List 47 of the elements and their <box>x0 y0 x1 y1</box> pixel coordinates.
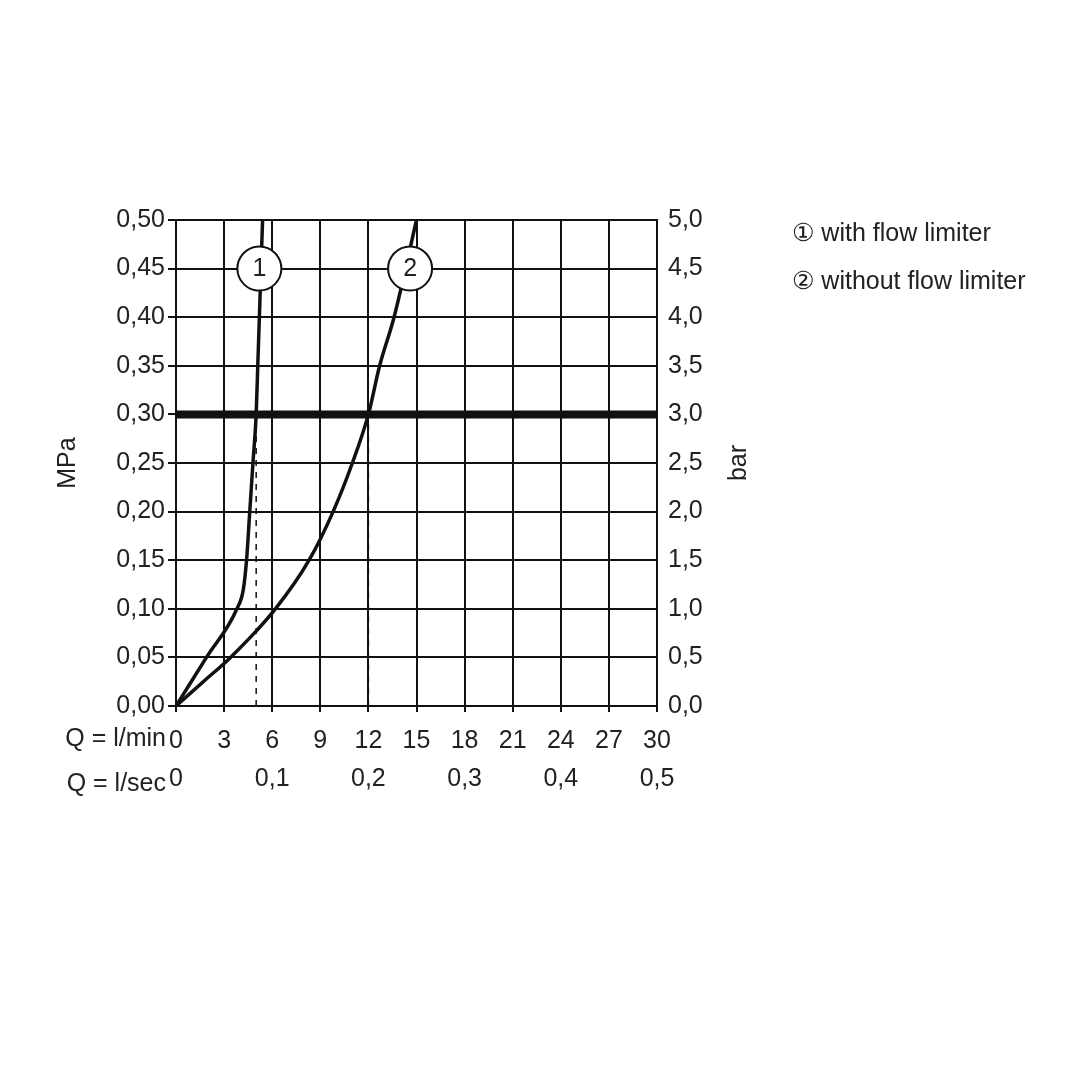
y2-tick-label: 1,0 <box>668 592 703 621</box>
text: ① with flow limiter <box>792 217 991 246</box>
x-tick-label: 15 <box>402 724 431 753</box>
x2-tick-label: 0,2 <box>351 762 386 791</box>
y2-axis-title: bar <box>722 444 751 482</box>
x2-tick-label: 0 <box>169 762 183 791</box>
y2-tick-label: 5,0 <box>668 203 703 232</box>
x-tick-label: 24 <box>546 724 575 753</box>
y-tick-label: 0,10 <box>116 592 165 621</box>
y2-tick-label: 0,5 <box>668 641 703 670</box>
x2-tick-label: 0,3 <box>447 762 482 791</box>
x-tick-label: 6 <box>265 724 280 753</box>
y-tick-label: 0,40 <box>116 301 165 330</box>
y2-tick-label: 3,5 <box>668 349 703 378</box>
x-tick-label: 27 <box>594 724 623 753</box>
y-tick-label: 0,15 <box>116 544 165 573</box>
text: ② without flow limiter <box>792 265 1026 294</box>
y2-tick-label: 1,5 <box>668 544 703 573</box>
x2-tick-label: 0,4 <box>543 762 579 791</box>
y-tick-label: 0,00 <box>116 689 165 718</box>
y2-tick-label: 4,5 <box>668 252 703 281</box>
x-tick-label: 3 <box>217 724 232 753</box>
x-tick-label: 9 <box>313 724 328 753</box>
x2-tick-label: 0,5 <box>639 762 675 791</box>
y-tick-label: 0,30 <box>116 398 165 427</box>
x-tick-label: 12 <box>354 724 383 753</box>
x-tick-label: 18 <box>450 724 479 753</box>
y-tick-label: 0,25 <box>116 446 165 475</box>
x2-axis-title: Q = l/sec <box>66 767 166 796</box>
x-tick-label: 30 <box>643 724 671 753</box>
y2-tick-label: 2,5 <box>668 446 703 475</box>
x-tick-label: 0 <box>169 724 183 753</box>
y-tick-label: 0,35 <box>116 349 165 378</box>
x-tick-label: 21 <box>498 724 527 753</box>
y-tick-label: 0,20 <box>116 495 165 524</box>
x2-tick-label: 0,1 <box>254 762 290 791</box>
y-tick-label: 0,05 <box>116 641 165 670</box>
y-axis-title: MPa <box>51 437 80 489</box>
y2-tick-label: 3,0 <box>668 398 703 427</box>
y2-tick-label: 0,0 <box>668 689 703 718</box>
y-tick-label: 0,45 <box>116 252 165 281</box>
y2-tick-label: 2,0 <box>668 495 703 524</box>
x-axis-title: Q = l/min <box>65 722 166 751</box>
annotation: 1 <box>252 253 267 282</box>
annotation: 2 <box>403 253 418 282</box>
y-tick-label: 0,50 <box>116 203 165 232</box>
y2-tick-label: 4,0 <box>668 301 703 330</box>
